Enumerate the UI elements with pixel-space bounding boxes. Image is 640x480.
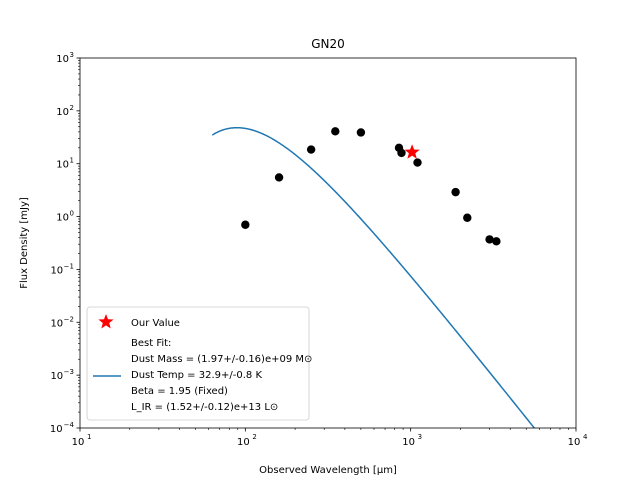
plot-area <box>79 57 577 429</box>
legend-fit-line-2: Dust Mass = (1.97+/-0.16)e+09 M⊙ <box>131 354 312 365</box>
y-tick-exponent: 1 <box>70 157 74 165</box>
data-point <box>492 237 501 246</box>
y-tick-label: 10 <box>50 424 63 435</box>
x-axis-label: Observed Wavelength [μm] <box>259 465 397 476</box>
y-axis-label: Flux Density [mJy] <box>19 197 30 289</box>
legend-fit-line-4: Beta = 1.95 (Fixed) <box>131 386 228 397</box>
data-point <box>413 158 422 167</box>
y-tick-exponent: −4 <box>64 421 75 429</box>
y-tick-exponent: −2 <box>64 315 74 323</box>
y-tick-exponent: 3 <box>70 51 74 59</box>
legend-box <box>86 306 310 421</box>
data-point <box>463 213 472 222</box>
x-tick-exponent: 4 <box>583 433 588 441</box>
y-tick-label: 10 <box>50 371 63 382</box>
data-point <box>331 127 340 136</box>
y-tick-label: 10 <box>50 265 63 276</box>
y-tick-label: 10 <box>50 318 63 329</box>
legend-star-marker <box>98 314 114 329</box>
legend-fit-line-3: Dust Temp = 32.9+/-0.8 K <box>131 370 262 381</box>
x-tick-label: 10 <box>72 437 85 448</box>
data-point <box>356 128 366 137</box>
legend: Our Value Best Fit: Dust Mass = (1.97+/-… <box>86 306 312 421</box>
data-point <box>306 145 316 154</box>
our-value-star <box>404 144 420 159</box>
data-point <box>451 187 460 197</box>
y-tick-exponent: −1 <box>64 262 74 270</box>
y-tick-label: 10 <box>56 107 69 118</box>
x-axis: 10 1 10 2 10 3 10 4 <box>72 428 588 448</box>
chart-title: GN20 <box>311 37 345 51</box>
data-point <box>241 220 250 229</box>
axes-frame <box>79 57 577 429</box>
x-tick-exponent: 3 <box>418 433 422 441</box>
x-tick-label: 10 <box>568 437 581 448</box>
data-point <box>397 148 406 158</box>
data-point <box>274 173 284 182</box>
y-tick-exponent: −3 <box>64 368 74 376</box>
y-tick-label: 10 <box>56 213 69 224</box>
data-point <box>485 235 494 244</box>
legend-fit-line-1: Best Fit: <box>131 338 171 349</box>
legend-fit-line-5: L_IR = (1.52+/-0.12)e+13 L⊙ <box>131 402 278 413</box>
y-tick-label: 10 <box>56 160 69 171</box>
legend-our-value-label: Our Value <box>131 318 180 329</box>
x-tick-label: 10 <box>237 437 250 448</box>
x-tick-label: 10 <box>402 437 415 448</box>
y-tick-exponent: 2 <box>70 104 74 112</box>
y-tick-exponent: 0 <box>70 210 74 218</box>
y-tick-label: 10 <box>56 54 69 65</box>
x-tick-exponent: 2 <box>252 433 256 441</box>
best-fit-curve <box>211 126 536 428</box>
x-tick-exponent: 1 <box>87 433 91 441</box>
